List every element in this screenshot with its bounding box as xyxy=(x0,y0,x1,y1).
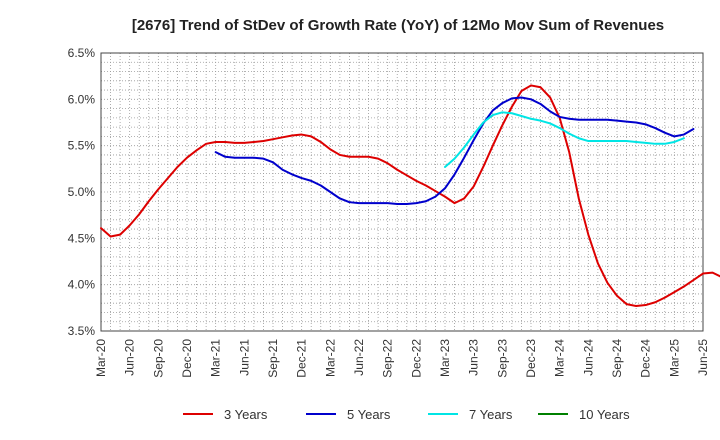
x-tick-label: Sep-20 xyxy=(151,339,165,378)
series-line-3-years xyxy=(100,84,720,307)
plot-frame xyxy=(100,52,704,332)
x-tick-label: Dec-24 xyxy=(639,339,653,378)
x-tick-label: Mar-23 xyxy=(438,339,452,377)
x-tick-label: Dec-20 xyxy=(180,339,194,378)
x-tick-label: Sep-22 xyxy=(381,339,395,378)
x-tick-label: Sep-24 xyxy=(610,339,624,378)
legend-label: 7 Years xyxy=(469,407,513,422)
x-tick-label: Jun-25 xyxy=(696,339,710,376)
y-tick-label: 5.0% xyxy=(68,185,96,199)
series-lines xyxy=(100,84,720,307)
y-tick-label: 4.0% xyxy=(68,278,96,292)
x-tick-label: Sep-21 xyxy=(266,339,280,378)
legend-label: 10 Years xyxy=(579,407,630,422)
x-tick-label: Mar-25 xyxy=(667,339,681,377)
x-tick-label: Jun-24 xyxy=(581,339,595,376)
y-axis-ticks: 3.5% 4.0% 4.5% 5.0% 5.5% 6.0% 6.5% xyxy=(68,46,96,338)
x-tick-label: Jun-21 xyxy=(237,339,251,376)
x-tick-label: Mar-21 xyxy=(209,339,223,377)
y-tick-label: 4.5% xyxy=(68,231,96,245)
x-tick-label: Sep-23 xyxy=(495,339,509,378)
x-tick-label: Dec-22 xyxy=(409,339,423,378)
y-tick-label: 5.5% xyxy=(68,139,96,153)
y-tick-label: 3.5% xyxy=(68,324,96,338)
x-tick-label: Mar-20 xyxy=(94,339,108,377)
x-tick-label: Jun-22 xyxy=(352,339,366,376)
x-tick-label: Mar-22 xyxy=(323,339,337,377)
legend-label: 5 Years xyxy=(347,407,391,422)
y-tick-label: 6.5% xyxy=(68,46,96,60)
x-tick-label: Jun-20 xyxy=(123,339,137,376)
legend: 3 Years 5 Years 7 Years 10 Years xyxy=(183,407,630,422)
series-line-5-years xyxy=(214,96,695,206)
x-axis-ticks: Mar-20 Jun-20 Sep-20 Dec-20 Mar-21 Jun-21 Sep-… xyxy=(94,339,710,378)
series-line-7-years xyxy=(444,111,685,168)
x-tick-label: Jun-23 xyxy=(467,339,481,376)
y-tick-label: 6.0% xyxy=(68,92,96,106)
legend-label: 3 Years xyxy=(224,407,268,422)
x-tick-label: Dec-21 xyxy=(295,339,309,378)
x-tick-label: Dec-23 xyxy=(524,339,538,378)
chart-title: [2676] Trend of StDev of Growth Rate (Yo… xyxy=(132,17,664,34)
x-tick-label: Mar-24 xyxy=(553,339,567,377)
